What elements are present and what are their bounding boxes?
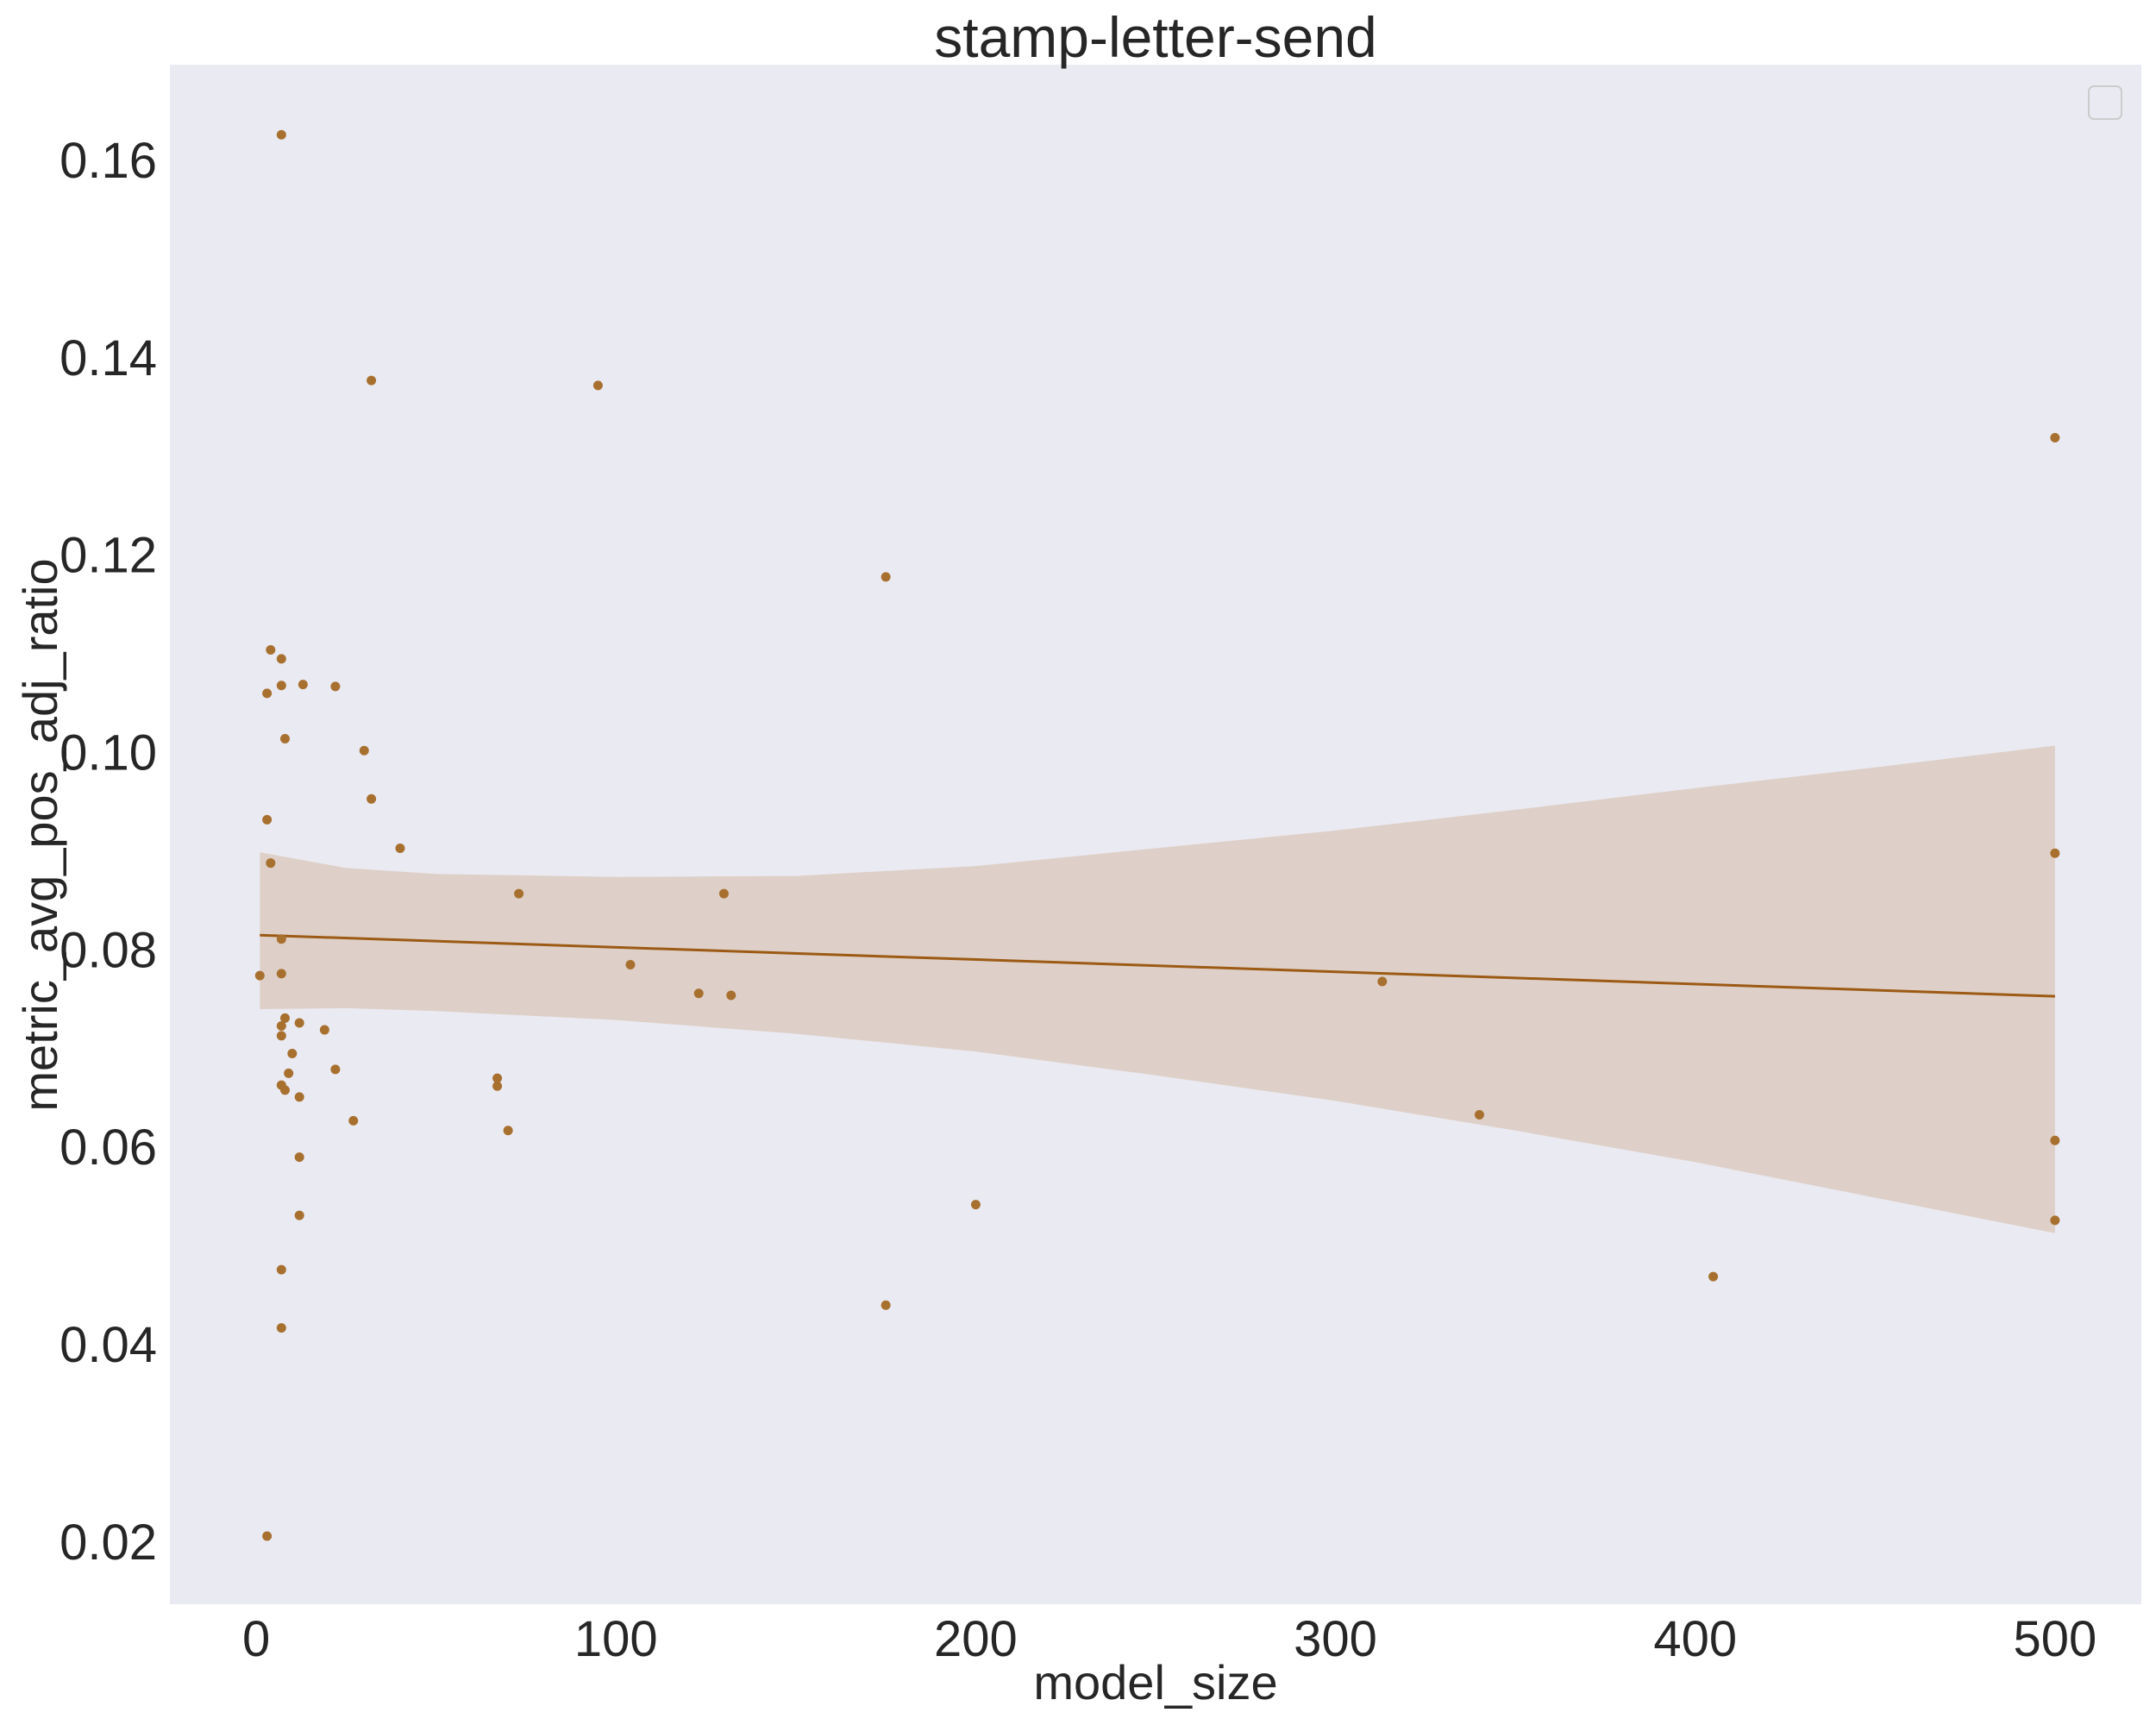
data-point bbox=[1377, 976, 1388, 987]
y-tick-label: 0.02 bbox=[60, 1515, 157, 1571]
legend-box bbox=[2088, 85, 2122, 120]
data-point bbox=[625, 960, 636, 970]
chart-title: stamp-letter-send bbox=[934, 5, 1377, 69]
y-tick-label: 0.14 bbox=[60, 330, 157, 386]
data-point bbox=[294, 1152, 304, 1163]
data-point bbox=[262, 814, 273, 825]
y-tick-label: 0.08 bbox=[60, 922, 157, 978]
data-point bbox=[330, 1064, 341, 1075]
data-point bbox=[2050, 848, 2060, 858]
data-point bbox=[279, 734, 290, 744]
data-point bbox=[276, 1264, 286, 1275]
data-point bbox=[492, 1081, 503, 1091]
data-point bbox=[881, 572, 891, 582]
data-point bbox=[2050, 1215, 2060, 1226]
data-point bbox=[298, 680, 308, 690]
data-point bbox=[276, 1323, 286, 1333]
x-axis-ticks: 0 100 200 300 400 500 bbox=[242, 1611, 2096, 1667]
data-point bbox=[276, 129, 286, 140]
y-tick-label: 0.10 bbox=[60, 725, 157, 781]
data-point bbox=[514, 888, 524, 899]
data-points-layer bbox=[254, 129, 2060, 1541]
data-point bbox=[262, 688, 273, 699]
data-point bbox=[726, 990, 736, 1000]
data-point bbox=[367, 794, 377, 804]
data-point bbox=[294, 1018, 304, 1028]
x-tick-label: 0 bbox=[242, 1611, 270, 1667]
data-point bbox=[881, 1300, 891, 1310]
data-point bbox=[330, 681, 341, 692]
data-point bbox=[294, 1092, 304, 1102]
data-point bbox=[395, 844, 405, 854]
data-point bbox=[592, 380, 603, 391]
regression-line bbox=[260, 933, 2055, 998]
data-point bbox=[367, 375, 377, 386]
data-point bbox=[279, 1085, 290, 1095]
data-point bbox=[359, 745, 369, 756]
x-tick-label: 300 bbox=[1294, 1611, 1377, 1667]
x-tick-label: 200 bbox=[934, 1611, 1018, 1667]
y-tick-label: 0.12 bbox=[60, 528, 157, 584]
y-axis-label: metric_avg_pos_adj_ratio bbox=[13, 558, 67, 1111]
x-tick-label: 100 bbox=[574, 1611, 658, 1667]
data-point bbox=[718, 888, 729, 899]
confidence-band-layer bbox=[260, 745, 2055, 1233]
data-point bbox=[294, 1210, 304, 1220]
data-point bbox=[287, 1049, 298, 1059]
x-tick-label: 400 bbox=[1653, 1611, 1737, 1667]
data-point bbox=[266, 645, 276, 656]
data-point bbox=[970, 1200, 981, 1210]
data-point bbox=[266, 858, 276, 869]
data-point bbox=[319, 1025, 329, 1035]
data-point bbox=[492, 1073, 503, 1083]
data-point bbox=[2050, 1135, 2060, 1145]
x-axis-label: model_size bbox=[1033, 1655, 1277, 1709]
data-point bbox=[276, 1031, 286, 1041]
data-point bbox=[503, 1126, 513, 1136]
y-axis-ticks: 0.02 0.04 0.06 0.08 0.10 0.12 0.14 0.16 bbox=[60, 133, 157, 1571]
y-tick-label: 0.06 bbox=[60, 1120, 157, 1176]
confidence-band bbox=[260, 745, 2055, 1233]
y-tick-label: 0.04 bbox=[60, 1317, 157, 1373]
data-point bbox=[254, 970, 265, 981]
data-point bbox=[276, 969, 286, 979]
data-point bbox=[284, 1068, 294, 1078]
data-point bbox=[276, 1020, 286, 1031]
data-point bbox=[1474, 1109, 1484, 1120]
data-point bbox=[1708, 1271, 1719, 1282]
regression-line-layer bbox=[260, 933, 2055, 998]
data-point bbox=[276, 681, 286, 691]
y-tick-label: 0.16 bbox=[60, 133, 157, 189]
data-point bbox=[262, 1531, 273, 1541]
data-point bbox=[276, 934, 286, 944]
x-tick-label: 500 bbox=[2013, 1611, 2096, 1667]
data-point bbox=[279, 1013, 290, 1023]
data-point bbox=[693, 988, 704, 999]
data-point bbox=[2050, 433, 2060, 443]
data-point bbox=[348, 1115, 359, 1126]
data-point bbox=[276, 654, 286, 664]
